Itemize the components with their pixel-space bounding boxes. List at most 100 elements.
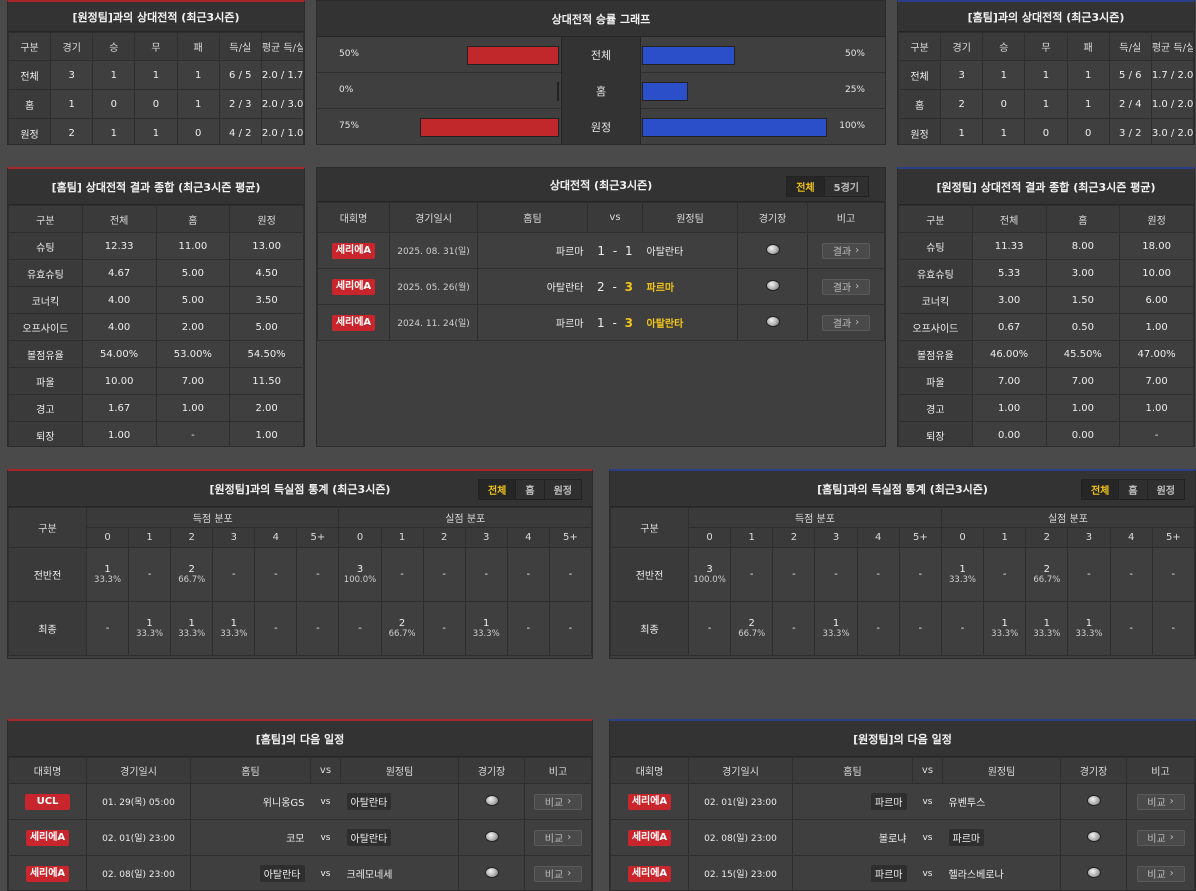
away-team: 유벤투스 [948, 798, 986, 809]
away-next-title: [원정팀]의 다음 일정 [610, 721, 1195, 757]
stat-cell: 1.00 [1045, 394, 1121, 422]
tab-all[interactable]: 전체 [787, 177, 825, 196]
column-header: vs [310, 757, 341, 784]
percent: 66.7% [1033, 575, 1061, 585]
result-button[interactable]: 결과 › [822, 314, 870, 331]
goal-count-header: 5+ [548, 527, 592, 548]
league-badge: UCL [24, 793, 71, 810]
count: - [918, 623, 923, 634]
left-bar [420, 118, 559, 137]
percent: 33.3% [178, 629, 206, 639]
distribution-cell: 1 33.3% [85, 547, 130, 602]
count: 1 [1085, 618, 1093, 629]
distribution-cell: - [856, 547, 900, 602]
row-label: 볼점유율 [898, 340, 973, 368]
count: - [568, 569, 573, 580]
note-cell: 비교 › [1126, 783, 1195, 820]
row-label: 파울 [898, 367, 973, 395]
compare-button[interactable]: 비교 › [534, 829, 582, 846]
row-label: 오프사이드 [8, 313, 83, 341]
stadium-icon[interactable] [1086, 794, 1101, 806]
stat-cell: 0 [92, 89, 136, 119]
stat-cell: 7.00 [155, 367, 231, 395]
distribution-cell: - [506, 601, 550, 656]
tab-all[interactable]: 전체 [1081, 480, 1120, 499]
stadium-cell [737, 268, 808, 305]
tab-home[interactable]: 홈 [1119, 480, 1148, 499]
tab-5-games[interactable]: 5경기 [833, 183, 859, 194]
row-label: 슈팅 [8, 232, 83, 260]
compare-button[interactable]: 비교 › [1136, 793, 1185, 810]
result-button-label: 결과 [832, 247, 852, 258]
stadium-icon[interactable] [484, 830, 499, 842]
percent: 33.3% [136, 629, 164, 639]
column-header: 경기장 [1060, 757, 1127, 784]
column-header: 득/실 [218, 32, 262, 61]
column-header: 비고 [1126, 757, 1195, 784]
compare-button[interactable]: 비교 › [534, 865, 582, 882]
stat-cell: 46.00% [971, 340, 1047, 368]
distribution-cell: - [1151, 547, 1195, 602]
column-header: 경기일시 [86, 757, 191, 784]
count: - [400, 569, 404, 580]
compare-button[interactable]: 비교 › [1136, 829, 1185, 846]
result-button[interactable]: 결과 › [822, 278, 870, 295]
goal-count-header: 0 [338, 527, 382, 548]
distribution-cell: - [983, 547, 1027, 602]
column-header: 구분 [8, 507, 87, 548]
stat-cell: 2 [50, 118, 94, 144]
distribution-cell: - [548, 547, 592, 602]
graph-row: 0% 홈 25% [317, 73, 885, 109]
score-right-title: [홈팀]과의 득실점 통계 (최근3시즌) 전체 홈 원정 [610, 471, 1195, 507]
column-header: 구분 [8, 205, 83, 233]
compare-button[interactable]: 비교 › [534, 793, 582, 810]
stadium-icon[interactable] [765, 243, 780, 255]
result-button-label: 결과 [832, 319, 852, 330]
score-right-title-text: [홈팀]과의 득실점 통계 (최근3시즌) [817, 482, 988, 496]
home-score: 2 [597, 279, 605, 294]
tab-away[interactable]: 원정 [1156, 486, 1175, 497]
stadium-icon[interactable] [484, 794, 499, 806]
stadium-icon[interactable] [484, 866, 499, 878]
stadium-icon[interactable] [765, 279, 780, 291]
away-team-cell: 아탈란타 [340, 819, 459, 856]
result-button[interactable]: 결과 › [822, 242, 870, 259]
count: - [316, 569, 320, 580]
graph-row-label-box: 홈 [561, 73, 641, 109]
home-next-panel: [홈팀]의 다음 일정 대회명 경기일시 홈팀 vs 원정팀 경기장 비고 UCL 01. … [7, 719, 593, 891]
stat-cell: 1.0 / 2.0 [1150, 89, 1194, 119]
graph-row: 75% 원정 100% [317, 109, 885, 144]
count: 3 [706, 564, 713, 575]
stat-cell: 2 [940, 89, 984, 119]
goal-count-header: 5+ [296, 527, 340, 548]
away-summary-table: 구분 전체 홈 원정 슈팅 11.33 8.00 18.00 유효슈팅 5.33 3.00 10.00… [898, 205, 1194, 446]
stadium-icon[interactable] [1086, 830, 1101, 842]
stadium-icon[interactable] [1086, 866, 1101, 878]
stadium-icon[interactable] [765, 315, 780, 327]
tab-away[interactable]: 원정 [553, 486, 572, 497]
count: - [568, 623, 573, 634]
row-label: 오프사이드 [898, 313, 973, 341]
percent: 33.3% [94, 575, 122, 585]
compare-button[interactable]: 비교 › [1136, 865, 1185, 882]
stat-cell: 4.00 [81, 313, 157, 341]
stat-cell: 1 [940, 118, 984, 144]
graph-row-label: 원정 [590, 121, 612, 134]
column-header: 패 [176, 32, 220, 61]
percent: 33.3% [949, 575, 977, 585]
vs-label: vs [310, 783, 341, 820]
league-badge: 세리에A [331, 278, 376, 295]
right-bar [642, 118, 827, 137]
stat-cell: 0 [176, 118, 220, 144]
tab-all[interactable]: 전체 [478, 480, 517, 499]
count: 1 [1043, 618, 1051, 629]
row-label: 유효슈팅 [898, 259, 973, 287]
stat-cell: 1.00 [971, 394, 1047, 422]
stat-cell: 3 / 2 [1108, 118, 1152, 144]
league-badge: 세리에A [331, 314, 376, 331]
stat-cell: 11.50 [229, 367, 304, 395]
tab-home[interactable]: 홈 [516, 480, 545, 499]
distribution-cell: 3 100.0% [687, 547, 732, 602]
distribution-cell: 1 33.3% [170, 601, 214, 656]
home-team: 파르마 [870, 865, 907, 882]
